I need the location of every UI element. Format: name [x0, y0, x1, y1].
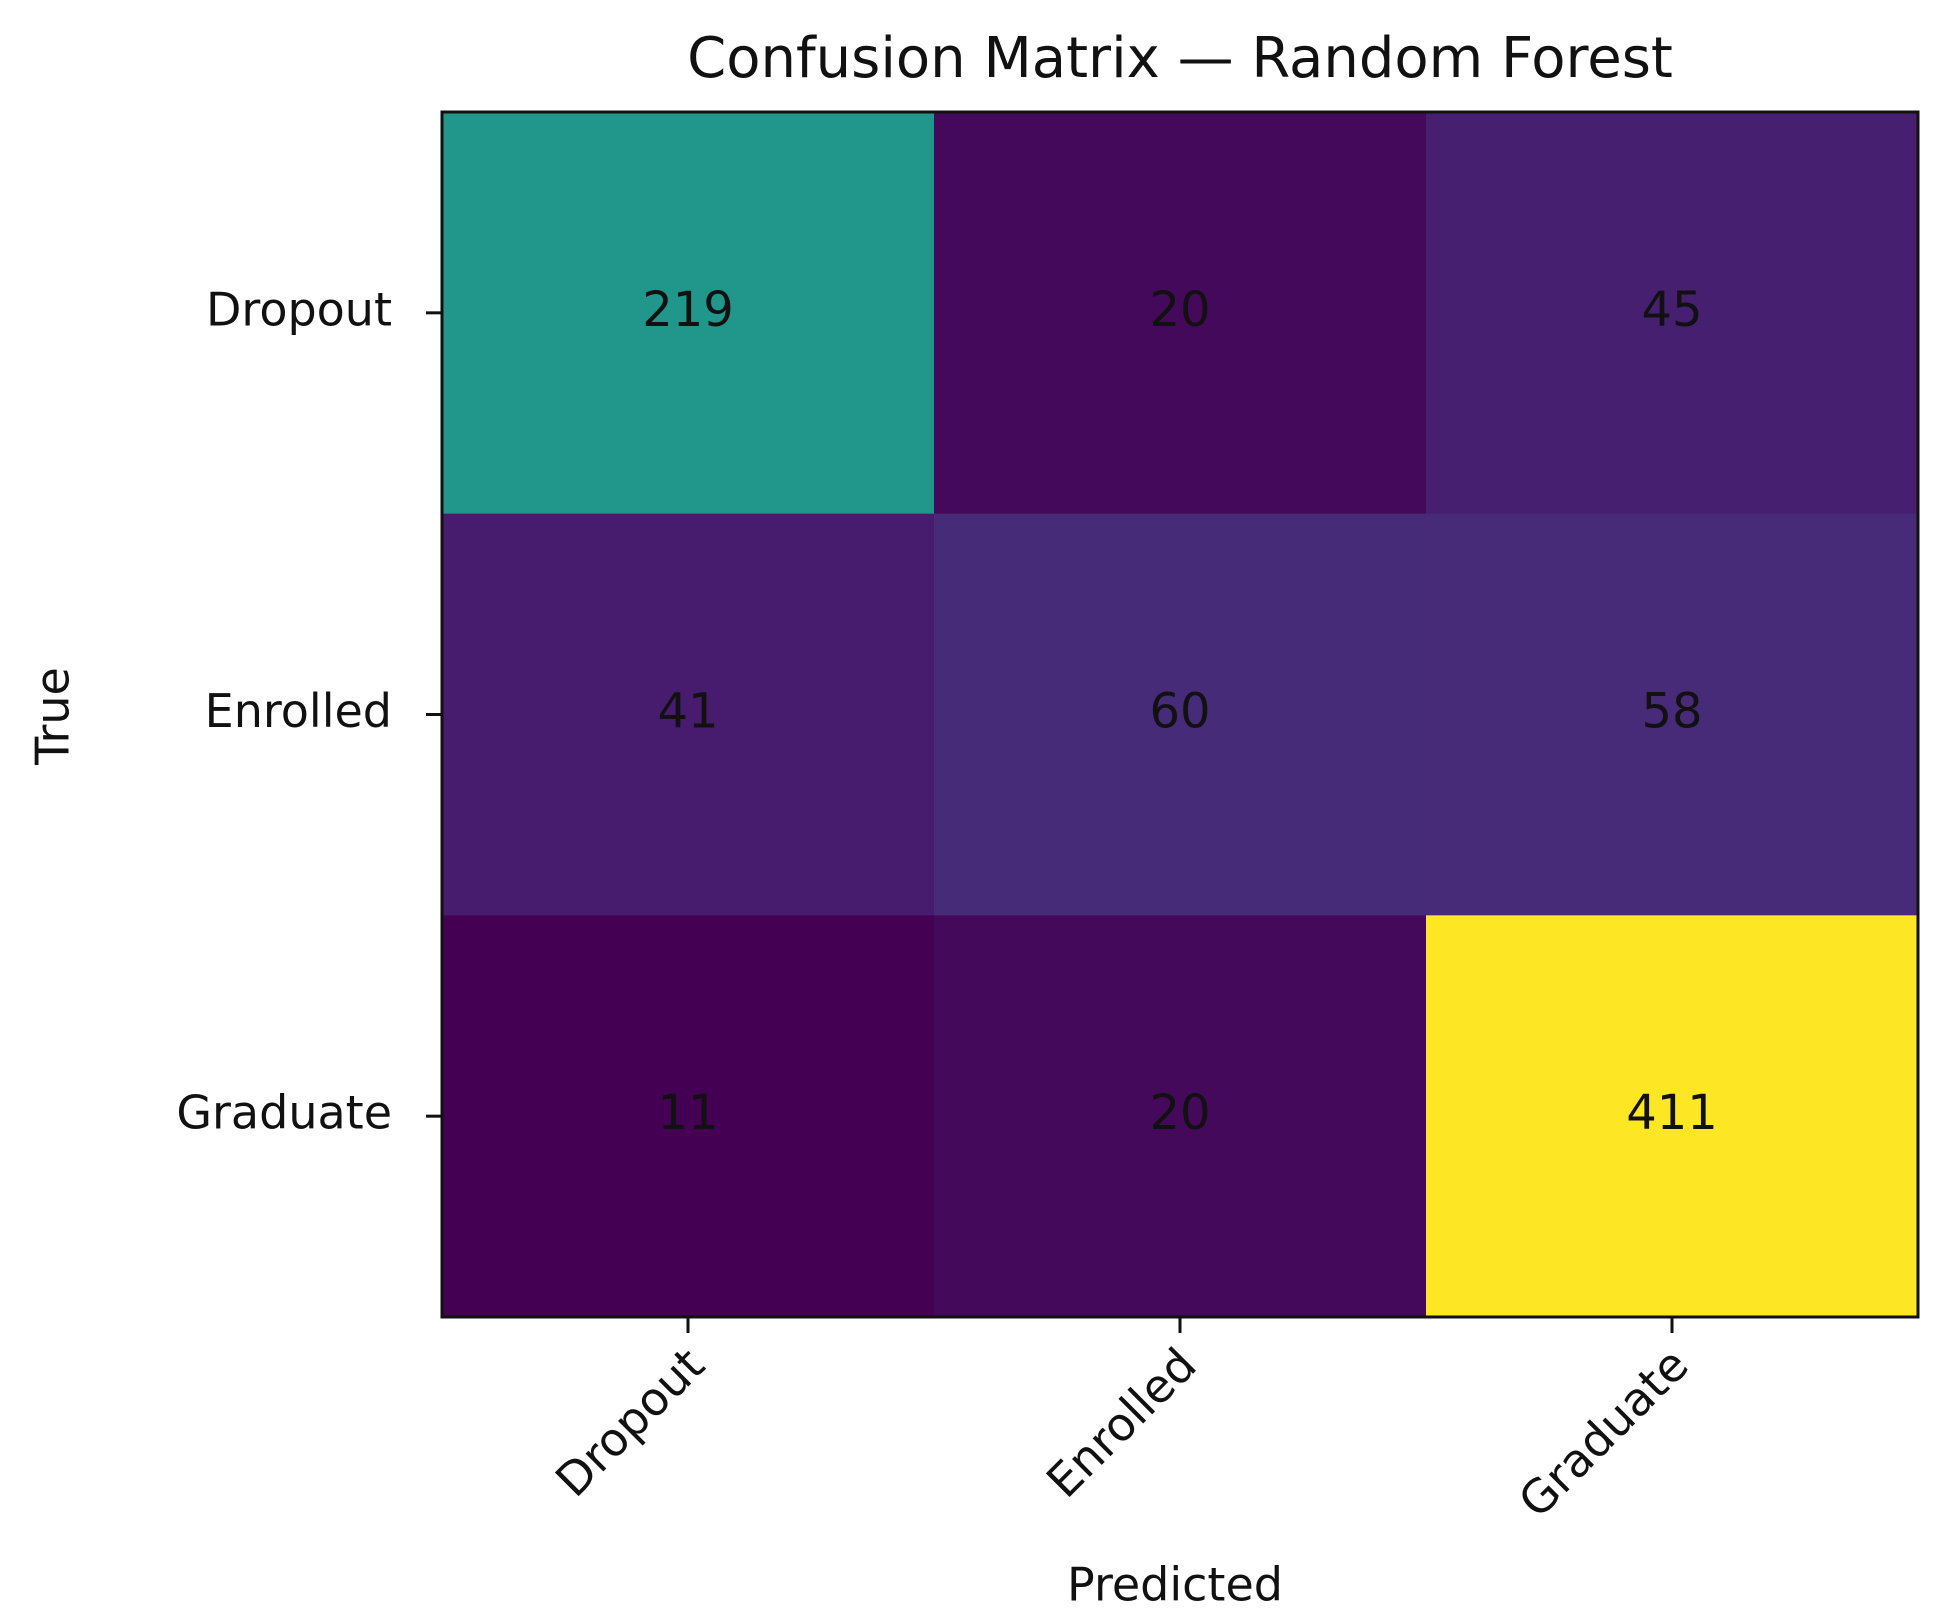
y-tick-label: Enrolled	[205, 684, 392, 738]
y-axis-label: True	[26, 667, 80, 766]
y-tick-label: Graduate	[176, 1086, 392, 1140]
cell-label: 45	[1641, 282, 1702, 338]
cell-label: 58	[1641, 684, 1702, 740]
heatmap-cell	[934, 112, 1427, 515]
cell-label: 20	[1149, 1085, 1210, 1141]
cell-label: 411	[1626, 1085, 1718, 1141]
x-axis-label: Predicted	[1067, 1558, 1283, 1612]
cell-label: 219	[642, 282, 734, 338]
heatmap-cell	[442, 915, 935, 1318]
cell-label: 60	[1149, 684, 1210, 740]
x-tick-label: Enrolled	[1036, 1337, 1207, 1508]
heatmap-cell	[1426, 915, 1919, 1318]
x-tick-label: Graduate	[1508, 1337, 1699, 1528]
x-tick-label: Dropout	[545, 1337, 715, 1507]
chart-title: Confusion Matrix — Random Forest	[687, 26, 1673, 91]
y-tick-label: Dropout	[206, 282, 392, 336]
cell-label: 11	[657, 1085, 718, 1141]
heatmap-cell	[1426, 513, 1919, 916]
cell-label: 20	[1149, 282, 1210, 338]
heatmap-cell	[442, 513, 935, 916]
heatmap-cell	[442, 112, 935, 515]
heatmap-cell	[1426, 112, 1919, 515]
cell-label: 41	[657, 684, 718, 740]
heatmap-cell	[934, 513, 1427, 916]
heatmap-cell	[934, 915, 1427, 1318]
